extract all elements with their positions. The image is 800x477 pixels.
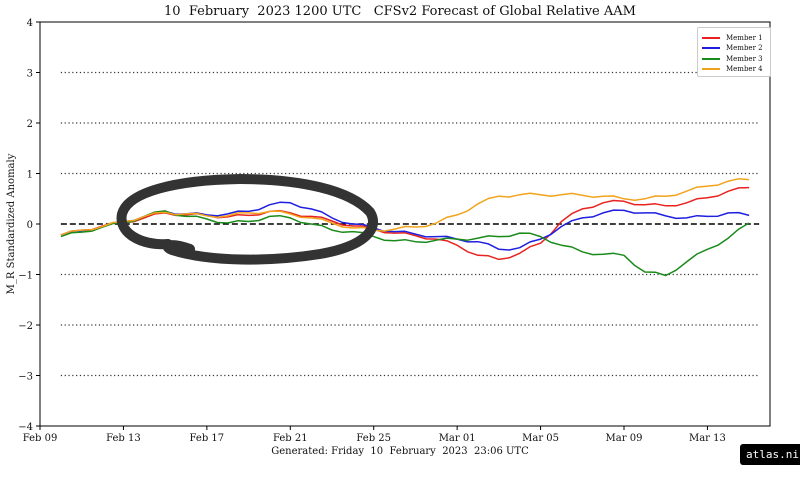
y-axis-label: M_R Standardized Anomaly: [6, 153, 17, 294]
generated-timestamp: Generated: Friday 10 February 2023 23:06…: [271, 446, 529, 457]
y-tick-label: 4: [27, 18, 33, 29]
series-lines: [60, 178, 750, 277]
gridlines: [60, 71, 760, 377]
legend-label: Member 4: [726, 65, 763, 73]
y-tick-label: 3: [27, 69, 33, 80]
hand-drawn-annotation: [116, 174, 378, 265]
series-line-member-4: [60, 178, 750, 236]
legend-label: Member 1: [726, 33, 763, 42]
legend-swatch: [702, 47, 720, 49]
y-tick-label: −3: [18, 372, 33, 383]
x-axis: Feb 09 Feb 13 Feb 17 Feb 21 Feb 25 Mar 01 Mar …: [23, 426, 726, 444]
x-tick-label: Feb 17: [190, 433, 225, 444]
x-tick-label: Mar 01: [439, 433, 476, 444]
x-tick-label: Feb 21: [273, 433, 308, 444]
x-tick-label: Mar 05: [522, 433, 559, 444]
y-axis: 4 3 2 1 0 −1 −2 −3 −4: [18, 18, 40, 433]
legend-label: Member 2: [726, 44, 763, 52]
x-tick-label: Mar 13: [689, 433, 726, 444]
x-tick-label: Feb 25: [356, 433, 391, 444]
legend-label: Member 3: [726, 54, 763, 63]
legend-item: Member 4: [702, 64, 763, 75]
legend-item: Member 3: [702, 53, 763, 64]
legend-swatch: [702, 68, 720, 70]
y-tick-label: −1: [18, 271, 33, 282]
y-tick-label: −4: [18, 422, 33, 433]
legend-item: Member 1: [702, 32, 763, 43]
legend: Member 1 Member 2 Member 3 Member 4: [697, 27, 771, 77]
legend-swatch: [702, 57, 720, 60]
legend-swatch: [702, 36, 720, 39]
legend-item: Member 2: [702, 43, 763, 54]
x-tick-label: Mar 09: [606, 433, 643, 444]
y-tick-label: 1: [27, 170, 33, 181]
y-tick-label: 2: [27, 119, 33, 130]
watermark: atlas.niu.edu: [740, 444, 800, 465]
y-tick-label: −2: [18, 321, 33, 332]
x-tick-label: Feb 13: [106, 433, 141, 444]
x-tick-label: Feb 09: [23, 433, 58, 444]
hand-drawn-circle: [116, 174, 378, 265]
chart-title: 10 February 2023 1200 UTC CFSv2 Forecast…: [164, 4, 636, 19]
y-tick-label: 0: [27, 220, 33, 231]
